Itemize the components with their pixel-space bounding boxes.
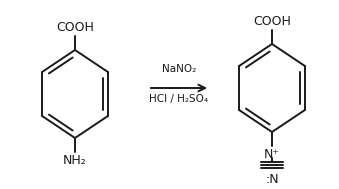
Text: NH₂: NH₂: [63, 154, 87, 167]
Text: COOH: COOH: [56, 21, 94, 34]
Text: N⁺: N⁺: [264, 148, 280, 161]
Text: NaNO₂: NaNO₂: [162, 64, 196, 74]
Text: HCl / H₂SO₄: HCl / H₂SO₄: [149, 94, 208, 104]
Text: COOH: COOH: [253, 15, 291, 28]
Text: :N: :N: [265, 173, 279, 186]
